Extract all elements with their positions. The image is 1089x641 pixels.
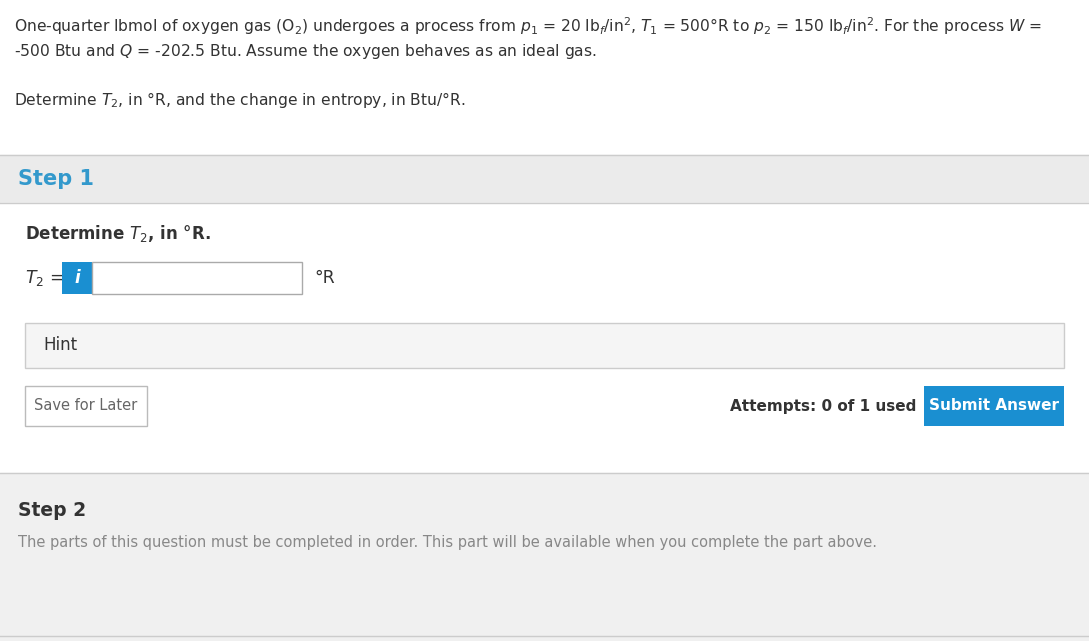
Bar bbox=[0, 473, 1089, 641]
Text: Step 1: Step 1 bbox=[19, 169, 94, 189]
Bar bbox=[25, 386, 147, 426]
Text: One-quarter lbmol of oxygen gas (O$_2$) undergoes a process from $p_1$ = 20 lb$_: One-quarter lbmol of oxygen gas (O$_2$) … bbox=[14, 15, 1042, 37]
Text: i: i bbox=[74, 269, 79, 287]
Text: $T_2$ =: $T_2$ = bbox=[25, 268, 64, 288]
Bar bbox=[0, 155, 1089, 203]
Bar bbox=[0, 0, 1089, 155]
Bar bbox=[91, 262, 302, 294]
Bar bbox=[923, 386, 1064, 426]
Text: The parts of this question must be completed in order. This part will be availab: The parts of this question must be compl… bbox=[19, 535, 877, 550]
Bar bbox=[0, 481, 1089, 633]
Text: Hint: Hint bbox=[42, 337, 77, 354]
Bar bbox=[25, 323, 1064, 368]
Text: Attempts: 0 of 1 used: Attempts: 0 of 1 used bbox=[730, 399, 916, 413]
Text: Step 2: Step 2 bbox=[19, 501, 86, 520]
Text: °R: °R bbox=[314, 269, 334, 287]
Text: Determine $T_2$, in °R.: Determine $T_2$, in °R. bbox=[25, 223, 210, 244]
Bar bbox=[62, 262, 91, 294]
Text: Save for Later: Save for Later bbox=[35, 399, 137, 413]
Bar bbox=[0, 203, 1089, 473]
Text: Submit Answer: Submit Answer bbox=[929, 399, 1059, 413]
Text: -500 Btu and $Q$ = -202.5 Btu. Assume the oxygen behaves as an ideal gas.: -500 Btu and $Q$ = -202.5 Btu. Assume th… bbox=[14, 42, 597, 61]
Text: Determine $T_2$, in °R, and the change in entropy, in Btu/°R.: Determine $T_2$, in °R, and the change i… bbox=[14, 90, 465, 110]
